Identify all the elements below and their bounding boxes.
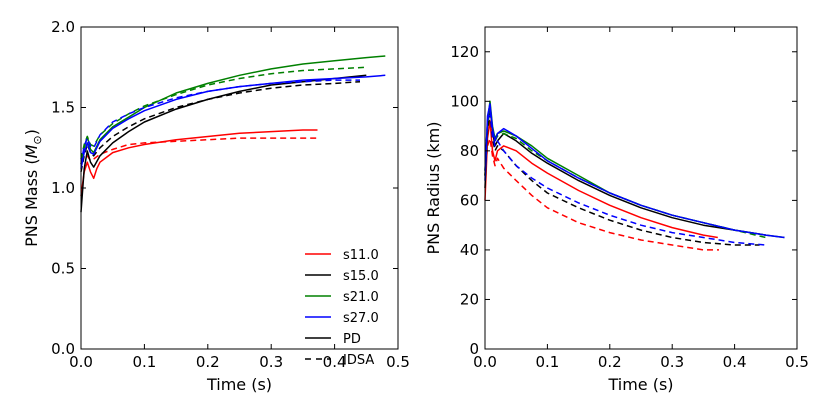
- radius-series-s27-0-pd: [484, 103, 785, 239]
- mass-plot-lines: [80, 55, 386, 213]
- mass-series-s15-0-idsa: [80, 80, 361, 173]
- legend-label-idsa: IDSA: [343, 353, 374, 368]
- radius-series-s27-0-idsa: [484, 110, 766, 246]
- legend-label-s11-0: s11.0: [343, 248, 379, 263]
- radius-series-s15-0-pd: [484, 105, 766, 236]
- radius-plot-frame: [484, 26, 798, 350]
- mass-y-tick-label: 0.5: [51, 260, 75, 278]
- radius-x-tick-label: 0.1: [535, 353, 559, 371]
- mass-series-s15-0-pd: [80, 74, 367, 213]
- mass-x-tick-label: 0.0: [69, 353, 93, 371]
- mass-series-s27-0-pd: [80, 74, 386, 169]
- mass-series-s11-0-pd: [80, 129, 318, 197]
- mass-x-tick-label: 0.1: [132, 353, 156, 371]
- radius-y-tick-label: 40: [460, 241, 479, 259]
- radius-x-tick-label: 0.5: [785, 353, 809, 371]
- legend-label-pd: PD: [343, 332, 361, 347]
- legend-label-s27-0: s27.0: [343, 311, 379, 326]
- radius-x-tick-label: 0.2: [598, 353, 622, 371]
- mass-x-tick-label: 0.3: [259, 353, 283, 371]
- radius-x-tick-label: 0.4: [723, 353, 747, 371]
- radius-series-s15-0-idsa: [484, 112, 760, 246]
- radius-y-tick-label: 60: [460, 191, 479, 209]
- radius-x-tick-label: 0.3: [660, 353, 684, 371]
- mass-panel: 0.0 0.1 0.2 0.3 0.4 0.5 0.0 0.5 1.0 1.5 2.0 Time (…: [22, 18, 410, 394]
- radius-y-tick-label: 20: [460, 290, 479, 308]
- mass-y-tick-label: 1.5: [51, 99, 75, 117]
- radius-y-tick-label: 120: [450, 43, 479, 61]
- radius-y-axis-label: PNS Radius (km): [424, 122, 443, 255]
- radius-series-s11-0-idsa: [484, 137, 719, 251]
- legend: s11.0 s15.0 s21.0 s27.0 PD IDSA: [305, 248, 379, 368]
- mass-x-tick-label: 0.2: [196, 353, 220, 371]
- mass-y-tick-label: 2.0: [51, 18, 75, 36]
- radius-x-tick-label: 0.0: [473, 353, 497, 371]
- mass-axis-ticks: 0.0 0.1 0.2 0.3 0.4 0.5 0.0 0.5 1.0 1.5 2.0: [51, 18, 410, 371]
- legend-label-s15-0: s15.0: [343, 269, 379, 284]
- mass-x-tick-label: 0.5: [386, 353, 410, 371]
- radius-y-tick-label: 80: [460, 142, 479, 160]
- radius-panel: 0.0 0.1 0.2 0.3 0.4 0.5 0 20 40 60 80 100 120 Time (…: [424, 26, 809, 394]
- radius-series-s21-0-idsa: [484, 105, 766, 239]
- radius-y-tick-label: 100: [450, 92, 479, 110]
- mass-y-tick-label: 0.0: [51, 340, 75, 358]
- radius-plot-lines: [484, 100, 785, 251]
- legend-label-s21-0: s21.0: [343, 290, 379, 305]
- radius-series-s11-0-pd: [484, 120, 718, 239]
- radius-y-tick-label: 0: [469, 340, 479, 358]
- mass-x-tick-label: 0.4: [323, 353, 347, 371]
- radius-series-s21-0-pd: [484, 100, 785, 239]
- radius-axis-ticks: 0.0 0.1 0.2 0.3 0.4 0.5 0 20 40 60 80 100 120: [450, 27, 809, 371]
- mass-x-axis-label: Time (s): [206, 375, 272, 394]
- mass-series-s21-0-idsa: [80, 66, 367, 160]
- mass-y-tick-label: 1.0: [51, 179, 75, 197]
- radius-x-axis-label: Time (s): [607, 375, 673, 394]
- mass-series-s27-0-idsa: [80, 79, 360, 165]
- mass-y-axis-label: PNS Mass (M⊙): [22, 129, 44, 247]
